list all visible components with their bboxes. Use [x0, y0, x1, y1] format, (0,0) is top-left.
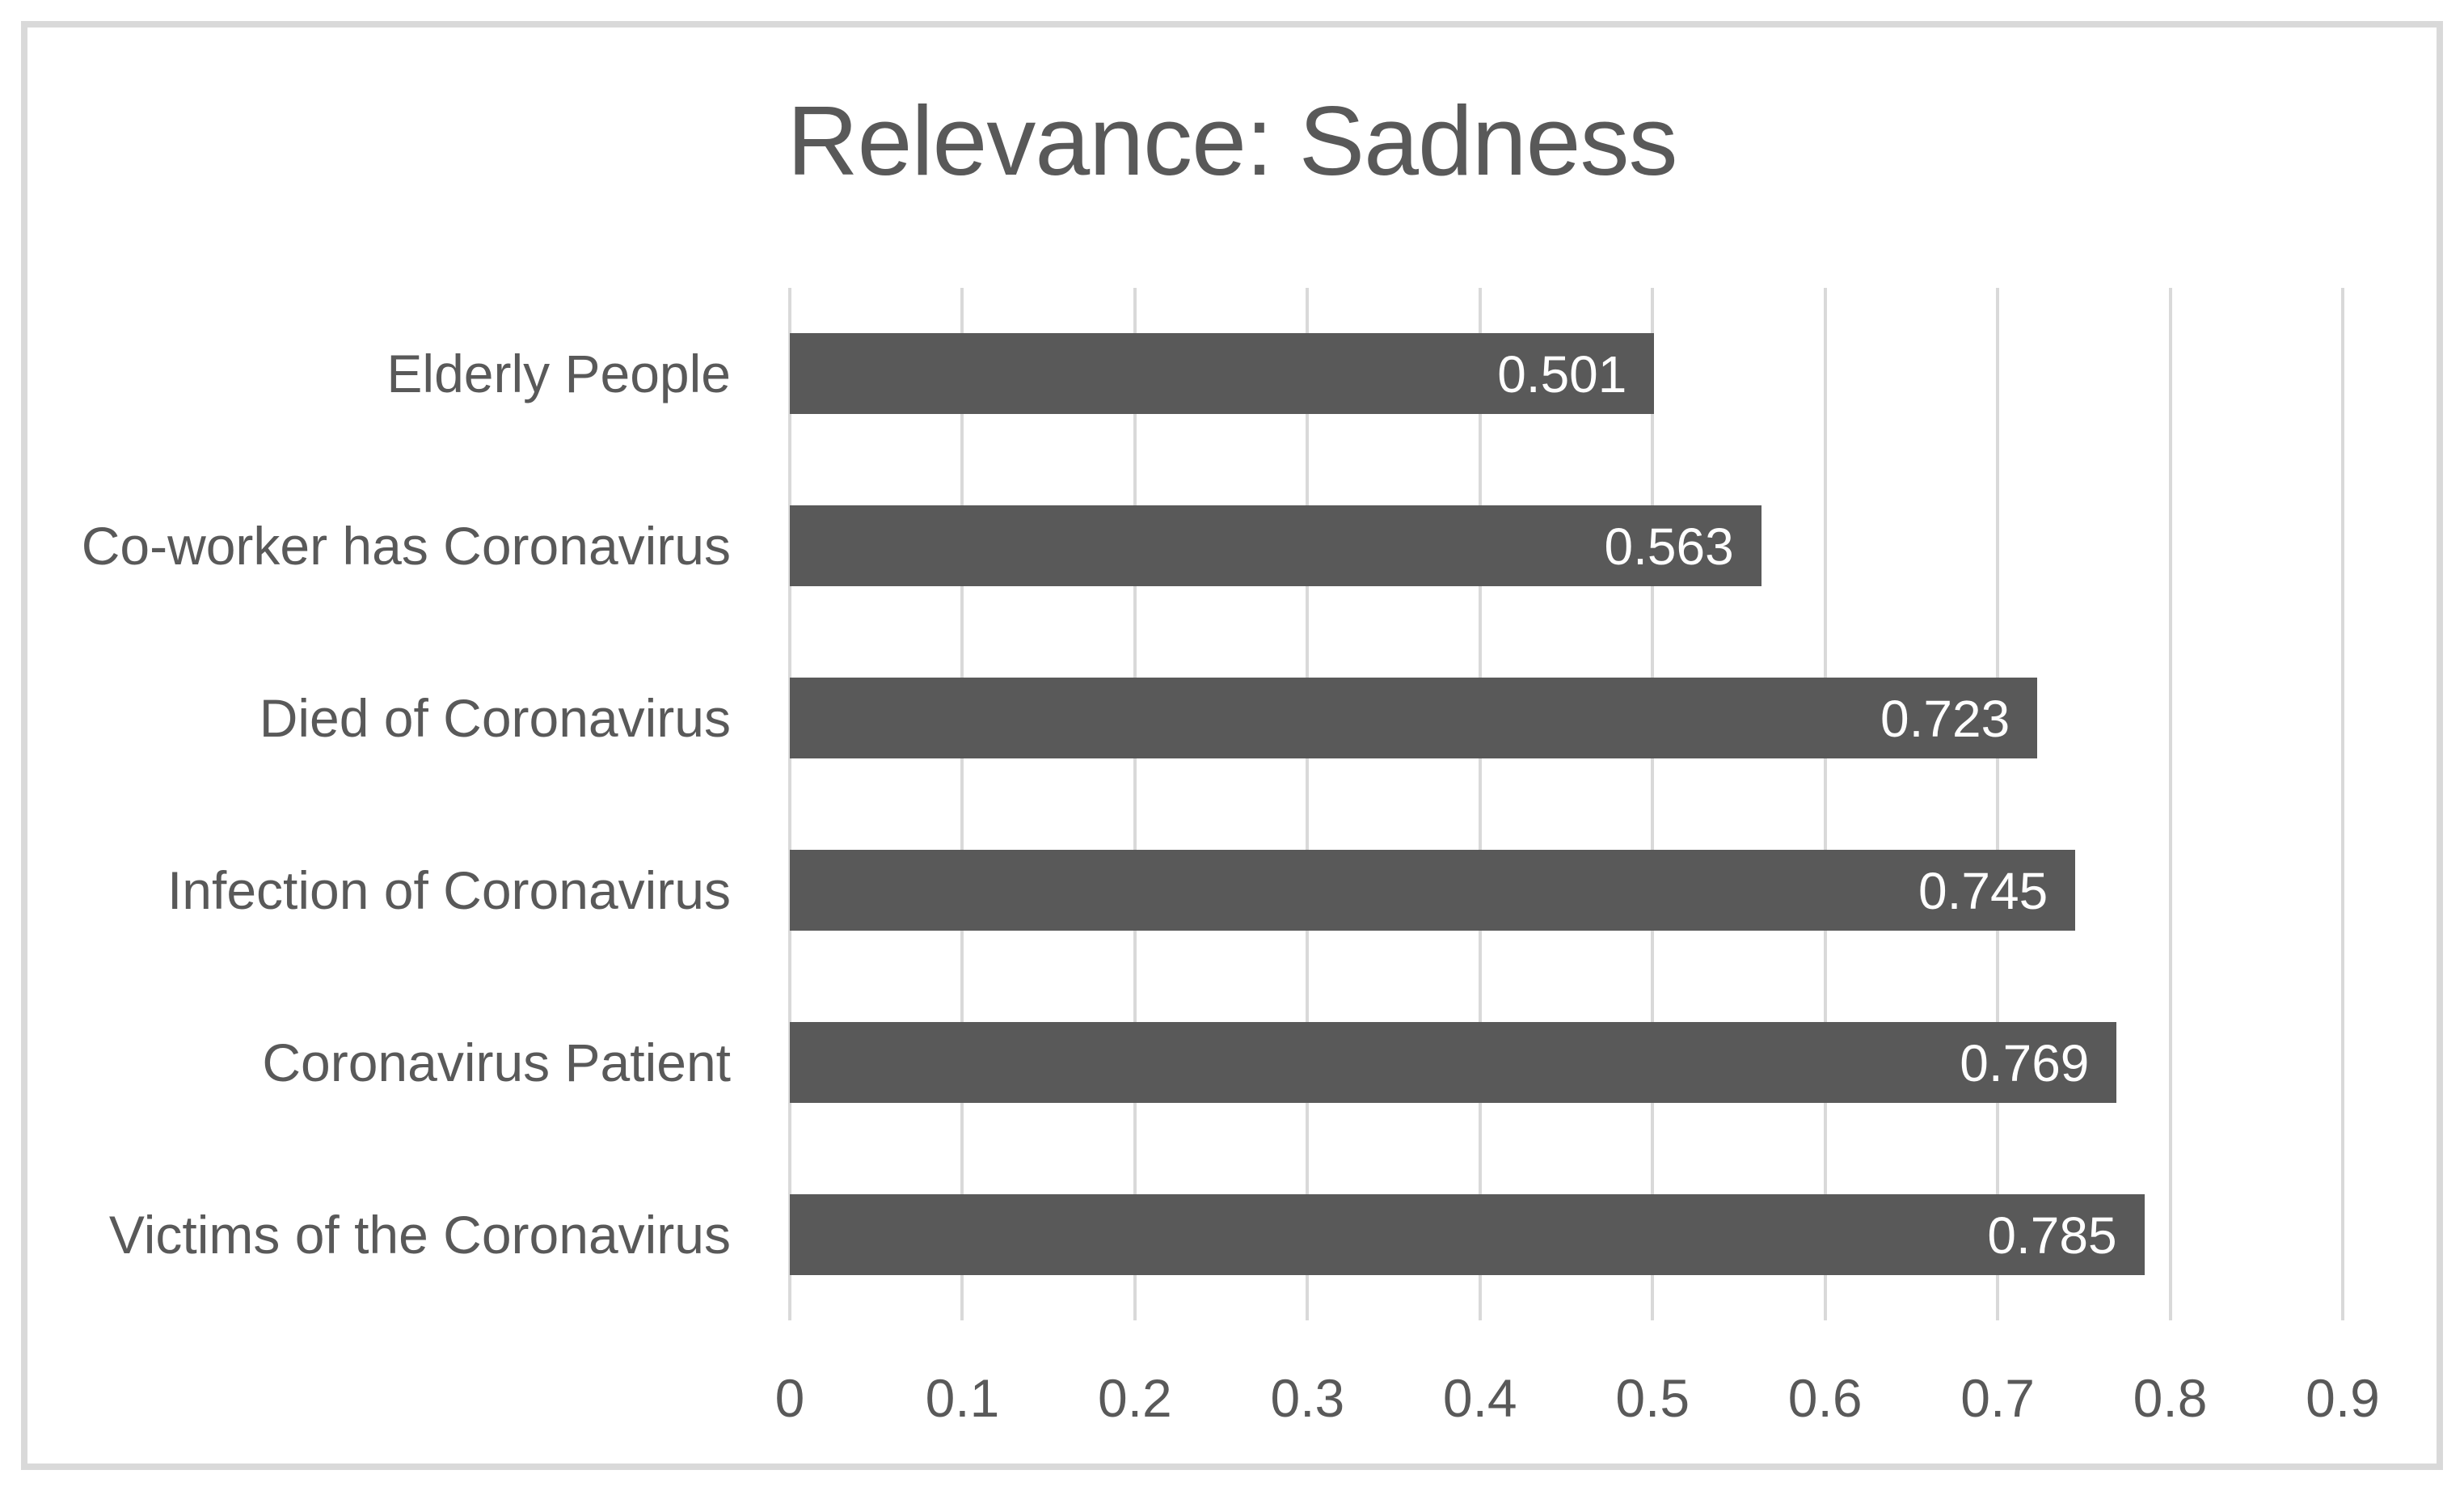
bar-victims-of-the-coronavirus: 0.785 [790, 1193, 2145, 1275]
bar-died-of-coronavirus: 0.723 [790, 678, 2038, 759]
x-tick-label: 0.9 [2306, 1368, 2380, 1428]
bar-value-label: 0.745 [1918, 861, 2048, 920]
gridline [788, 288, 791, 1320]
x-tick-label: 0.6 [1787, 1368, 1863, 1428]
bar-coronavirus-patient: 0.769 [790, 1021, 2117, 1103]
x-tick-label: 0.8 [2133, 1368, 2208, 1428]
bar-row: 0.723 [790, 632, 2343, 805]
bar-row: 0.745 [790, 804, 2343, 976]
gridline [1478, 288, 1482, 1320]
category-label: Victims of the Coronavirus [108, 1204, 731, 1265]
gridline [1133, 288, 1137, 1320]
category-label: Coronavirus Patient [262, 1032, 731, 1092]
bar-row: 0.501 [790, 288, 2343, 460]
x-tick-label: 0.3 [1270, 1368, 1345, 1428]
category-label: Co-worker has Coronavirus [81, 516, 731, 577]
plot-area: 0.501 0.563 0.723 0.745 0.769 [788, 288, 2344, 1320]
x-axis: 0 0.1 0.2 0.3 0.4 0.5 0.6 0.7 0.8 0.9 [775, 1362, 2380, 1434]
x-tick-label: 0.1 [925, 1368, 1000, 1428]
gridline [1823, 288, 1827, 1320]
bar-row: 0.769 [790, 976, 2343, 1148]
x-tick-label: 0.2 [1098, 1368, 1172, 1428]
gridline [2168, 288, 2172, 1320]
category-label: Died of Coronavirus [259, 688, 731, 749]
gridline [960, 288, 964, 1320]
gridline [1996, 288, 2000, 1320]
chart-title: Relevance: Sadness [787, 86, 1677, 196]
bar-value-label: 0.563 [1604, 517, 1734, 577]
x-tick-label: 0.4 [1442, 1368, 1517, 1428]
bar-infection-of-coronavirus: 0.745 [790, 849, 2076, 931]
category-label: Elderly People [386, 344, 731, 404]
bar-value-label: 0.785 [1987, 1206, 2117, 1265]
bar-value-label: 0.769 [1960, 1033, 2090, 1092]
bar-row: 0.785 [790, 1148, 2343, 1320]
bars: 0.501 0.563 0.723 0.745 0.769 [790, 288, 2343, 1320]
x-tick-label: 0 [774, 1368, 805, 1428]
bar-elderly-people: 0.501 [790, 333, 1655, 415]
chart-figure: Relevance: Sadness 0.501 0.563 [21, 21, 2443, 1470]
x-tick-label: 0.7 [1960, 1368, 2035, 1428]
gridline [1306, 288, 1310, 1320]
bar-row: 0.563 [790, 460, 2343, 632]
x-tick-label: 0.5 [1615, 1368, 1690, 1428]
gridline [1651, 288, 1655, 1320]
bar-value-label: 0.723 [1880, 690, 2010, 749]
category-axis: Elderly People Co-worker has Coronavirus… [27, 288, 763, 1320]
category-label: Infection of Coronavirus [167, 860, 731, 920]
gridlines [788, 288, 2344, 1320]
gridline [2341, 288, 2344, 1320]
bar-value-label: 0.501 [1497, 345, 1627, 404]
bar-co-worker-has-coronavirus: 0.563 [790, 505, 1762, 587]
